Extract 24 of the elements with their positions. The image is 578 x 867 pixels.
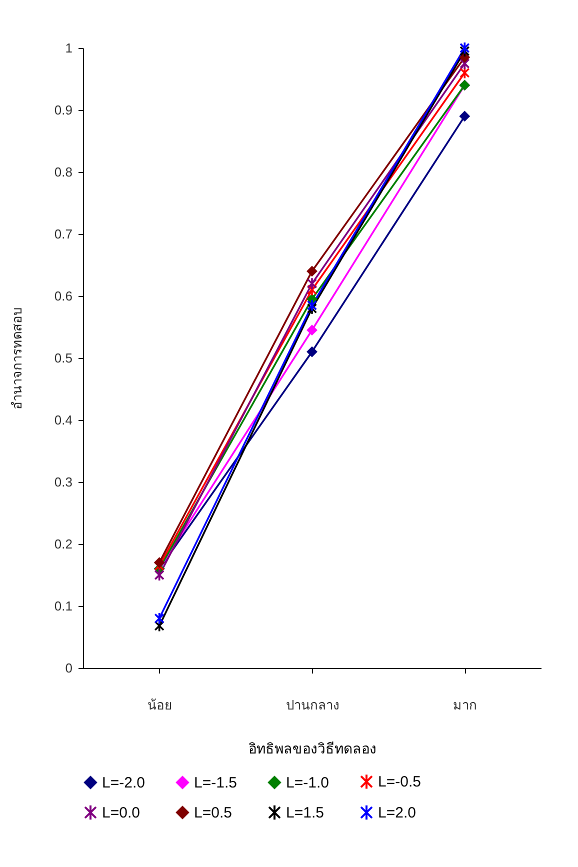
legend-label: L=-1.0 bbox=[286, 774, 329, 792]
x-tick-label: น้อย bbox=[147, 698, 172, 712]
y-axis-title: อำนาจการทดสอบ bbox=[10, 308, 26, 410]
y-tick-label: 0.8 bbox=[54, 164, 72, 180]
y-tick-label: 0.1 bbox=[54, 598, 72, 614]
y-tick-label: 0.3 bbox=[54, 474, 72, 490]
y-tick-label: 0.6 bbox=[54, 288, 72, 304]
x-tick-label: ปานกลาง bbox=[286, 698, 339, 712]
y-tick-label: 0.4 bbox=[54, 412, 72, 428]
y-tick-label: 0.9 bbox=[54, 102, 72, 118]
legend-label: L=-0.5 bbox=[378, 774, 421, 791]
y-tick-label: 1 bbox=[65, 40, 72, 56]
legend-label: L=0.0 bbox=[102, 804, 140, 822]
x-tick-label: มาก bbox=[453, 698, 478, 712]
legend-label: L=1.5 bbox=[286, 804, 324, 822]
y-tick-label: 0 bbox=[65, 660, 72, 676]
legend-label: L=2.0 bbox=[378, 804, 416, 822]
y-tick-label: 0.7 bbox=[54, 226, 72, 242]
legend-label: L=0.5 bbox=[194, 804, 232, 822]
legend-label: L=-2.0 bbox=[102, 774, 145, 792]
x-axis-title: อิทธิพลของวิธีทดลอง bbox=[248, 742, 376, 758]
y-tick-label: 0.2 bbox=[54, 536, 72, 552]
y-tick-label: 0.5 bbox=[54, 350, 72, 366]
legend-label: L=-1.5 bbox=[194, 774, 237, 792]
